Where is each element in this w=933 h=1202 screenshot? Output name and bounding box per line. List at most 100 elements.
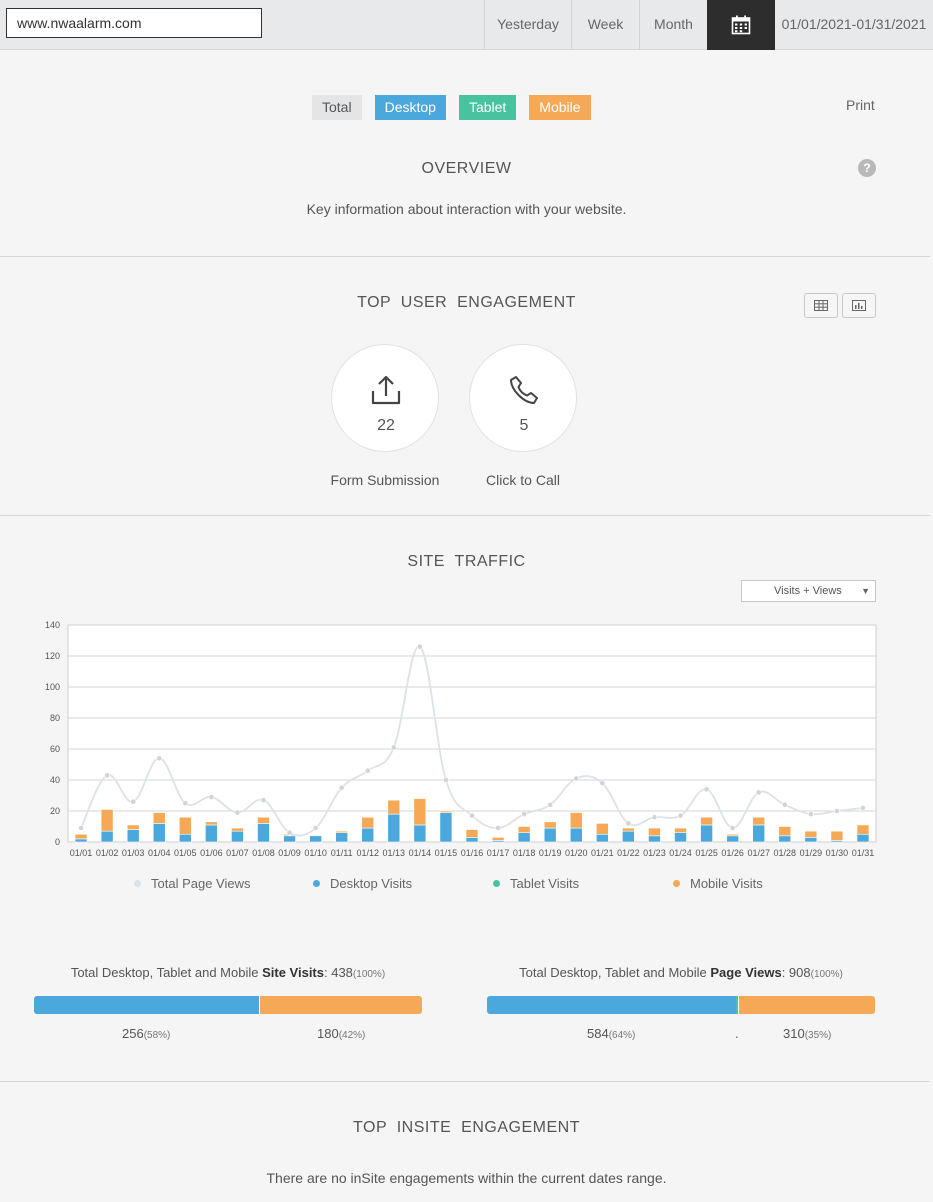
page-views-bar bbox=[487, 996, 875, 1014]
filter-tablet[interactable]: Tablet bbox=[458, 95, 517, 120]
point-total-page-views bbox=[781, 801, 788, 808]
legend-desktop-visits[interactable]: Desktop Visits bbox=[313, 876, 412, 891]
point-total-page-views bbox=[807, 811, 814, 817]
point-total-page-views bbox=[312, 825, 319, 831]
point-total-page-views bbox=[390, 744, 397, 751]
bar-desktop-visits bbox=[648, 835, 661, 843]
filter-mobile[interactable]: Mobile bbox=[529, 95, 591, 120]
bar-desktop-visits bbox=[126, 829, 140, 843]
legend-dot bbox=[134, 880, 141, 887]
point-total-page-views bbox=[599, 780, 606, 786]
legend-label: Mobile Visits bbox=[690, 876, 763, 891]
print-link[interactable]: Print bbox=[846, 97, 875, 113]
x-tick-label: 01/11 bbox=[331, 848, 353, 858]
x-tick-label: 01/29 bbox=[800, 848, 823, 858]
bar-desktop-visits bbox=[100, 830, 114, 843]
site-visits-label: Site Visits bbox=[262, 965, 324, 980]
bar-mobile-visits bbox=[569, 812, 583, 829]
form-submission-label: Form Submission bbox=[330, 472, 440, 488]
range-yesterday-button[interactable]: Yesterday bbox=[484, 0, 571, 50]
x-tick-label: 01/06 bbox=[200, 848, 223, 858]
click-to-call-card: 5 bbox=[469, 344, 577, 452]
y-tick-label: 140 bbox=[45, 620, 60, 630]
x-tick-label: 01/27 bbox=[747, 848, 770, 858]
bar-desktop-visits bbox=[674, 832, 687, 843]
point-total-page-views bbox=[156, 755, 163, 762]
bar-mobile-visits bbox=[726, 833, 739, 837]
point-total-page-views bbox=[286, 829, 293, 836]
legend-tablet-visits[interactable]: Tablet Visits bbox=[493, 876, 579, 891]
page-views-value: : 908 bbox=[781, 965, 811, 980]
x-tick-label: 01/31 bbox=[852, 848, 875, 858]
point-total-page-views bbox=[338, 784, 345, 791]
y-tick-label: 40 bbox=[50, 775, 60, 785]
range-month-button[interactable]: Month bbox=[639, 0, 707, 50]
traffic-metric-select[interactable]: Visits + Views ▼ bbox=[741, 580, 876, 602]
legend-total-page-views[interactable]: Total Page Views bbox=[134, 876, 251, 891]
legend-mobile-visits[interactable]: Mobile Visits bbox=[673, 876, 763, 891]
date-range-display[interactable]: 01/01/2021-01/31/2021 bbox=[781, 16, 927, 32]
point-total-page-views bbox=[182, 800, 189, 807]
top-bar: www.nwaalarm.com Yesterday Week Month 01… bbox=[0, 0, 933, 50]
bar-desktop-visits bbox=[752, 824, 766, 843]
point-total-page-views bbox=[677, 812, 684, 819]
bar-desktop-visits bbox=[257, 823, 270, 843]
bar-mobile-visits bbox=[205, 821, 218, 826]
click-to-call-label: Click to Call bbox=[486, 472, 560, 488]
engagement-title: TOP USER ENGAGEMENT bbox=[357, 294, 576, 311]
filter-total[interactable]: Total bbox=[312, 95, 362, 120]
form-submission-card: 22 bbox=[331, 344, 439, 452]
filter-desktop[interactable]: Desktop bbox=[374, 95, 446, 120]
bar-desktop-visits bbox=[205, 824, 218, 843]
page-views-mobile-label: 310(35%) bbox=[783, 1026, 832, 1041]
bar-mobile-visits bbox=[361, 816, 375, 829]
site-visits-total: Total Desktop, Tablet and Mobile Site Vi… bbox=[34, 965, 422, 980]
range-week-button[interactable]: Week bbox=[571, 0, 639, 50]
bar-mobile-visits bbox=[804, 830, 818, 838]
site-visits-mobile-label: 180(42%) bbox=[317, 1026, 366, 1041]
bar-mobile-visits bbox=[622, 827, 635, 832]
traffic-title: SITE TRAFFIC bbox=[407, 553, 526, 570]
upload-icon bbox=[371, 375, 401, 405]
bar-chart-icon bbox=[852, 300, 866, 311]
legend-dot bbox=[313, 880, 320, 887]
x-tick-label: 01/19 bbox=[539, 848, 562, 858]
bar-mobile-visits bbox=[830, 830, 844, 841]
legend-label: Total Page Views bbox=[151, 876, 251, 891]
point-total-page-views bbox=[860, 804, 866, 811]
table-view-button[interactable] bbox=[804, 293, 838, 318]
help-icon[interactable]: ? bbox=[858, 159, 876, 177]
bar-mobile-visits bbox=[257, 816, 270, 824]
site-visits-value: : 438 bbox=[324, 965, 353, 980]
x-tick-label: 01/08 bbox=[252, 848, 275, 858]
bar-desktop-visits bbox=[856, 833, 870, 843]
site-visits-pct: (100%) bbox=[352, 969, 386, 980]
bar-mobile-visits bbox=[126, 824, 140, 830]
point-total-page-views bbox=[260, 797, 267, 804]
insite-title: TOP INSITE ENGAGEMENT bbox=[353, 1119, 580, 1136]
bar-mobile-visits bbox=[596, 823, 609, 835]
y-tick-label: 60 bbox=[50, 744, 60, 754]
point-total-page-views bbox=[104, 772, 110, 779]
page-views-tablet-label: . bbox=[735, 1026, 739, 1041]
chart-view-button[interactable] bbox=[842, 293, 876, 318]
bar-desktop-visits bbox=[569, 827, 583, 843]
bar-desktop-visits bbox=[622, 830, 635, 843]
x-tick-label: 01/16 bbox=[461, 848, 484, 858]
point-total-page-views bbox=[130, 798, 137, 805]
bar-desktop-visits bbox=[361, 827, 375, 843]
bar-desktop-visits bbox=[543, 827, 557, 843]
x-tick-label: 01/23 bbox=[643, 848, 666, 858]
bar-desktop-visits bbox=[74, 838, 88, 843]
site-url-input[interactable]: www.nwaalarm.com bbox=[6, 8, 262, 38]
bar-desktop-visits bbox=[439, 812, 453, 843]
y-tick-label: 20 bbox=[50, 806, 60, 816]
chart-plot-area bbox=[67, 624, 877, 843]
bar-mobile-visits bbox=[491, 837, 505, 841]
click-to-call-count: 5 bbox=[519, 417, 529, 434]
bar-desktop-visits bbox=[778, 835, 792, 843]
x-tick-label: 01/13 bbox=[383, 848, 406, 858]
calendar-button[interactable] bbox=[707, 0, 775, 50]
bar-desktop-visits bbox=[309, 835, 322, 843]
